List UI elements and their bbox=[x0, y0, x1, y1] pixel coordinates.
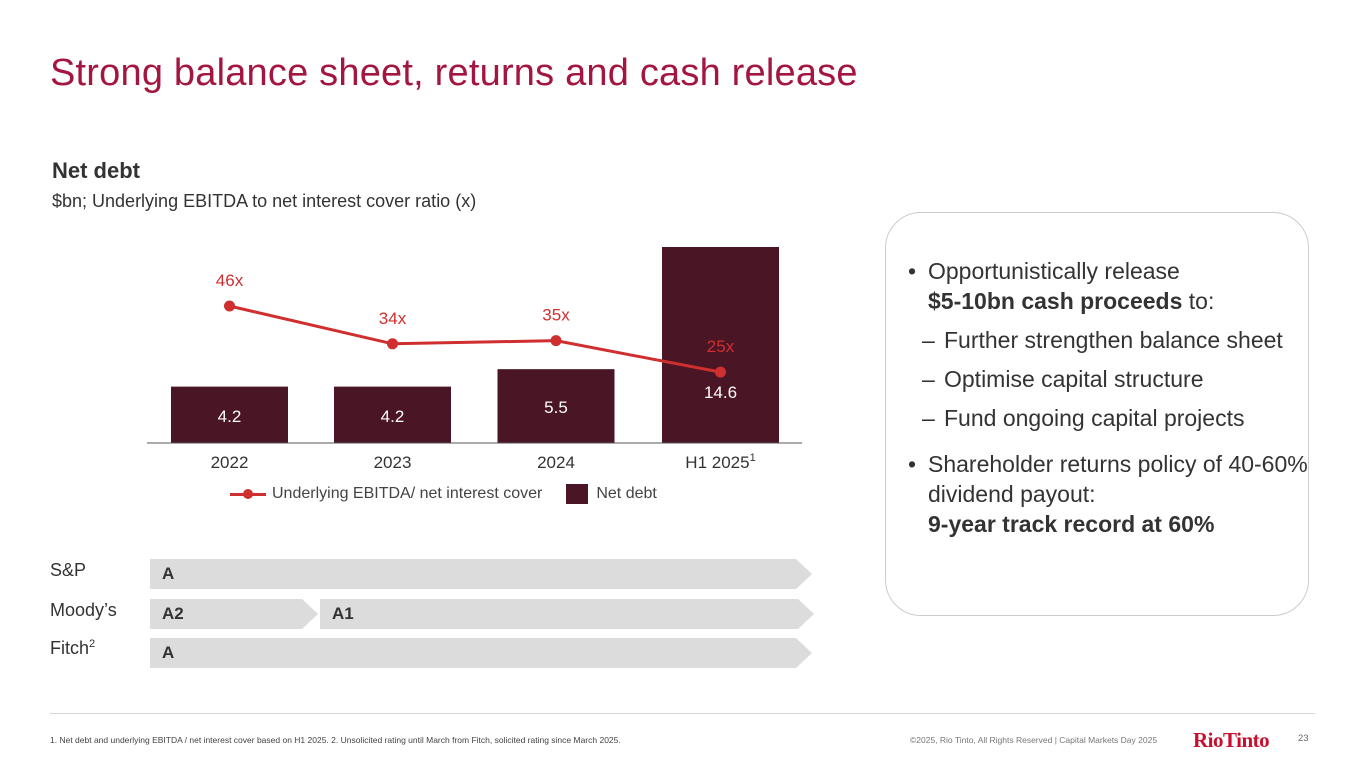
bullet-shareholder-returns: Shareholder returns policy of 40-60% div… bbox=[908, 449, 1308, 539]
legend-line-swatch bbox=[230, 488, 266, 499]
bar-net-debt bbox=[334, 386, 451, 443]
page-number: 23 bbox=[1298, 733, 1309, 744]
bar-value-label: 5.5 bbox=[544, 398, 568, 417]
chart-subtitle: $bn; Underlying EBITDA to net interest c… bbox=[52, 191, 477, 211]
bar-value-label: 4.2 bbox=[218, 407, 242, 426]
x-tick-label: 2023 bbox=[374, 453, 412, 472]
bar-net-debt bbox=[171, 386, 288, 443]
cover-ratio-point bbox=[715, 366, 726, 378]
rio-tinto-logo: RioTinto bbox=[1193, 728, 1270, 752]
bar-net-debt bbox=[662, 247, 779, 443]
rating-value: A2 bbox=[162, 604, 184, 623]
rating-label-moodys: Moody’s bbox=[50, 600, 117, 620]
rating-bar-sp: A bbox=[150, 559, 812, 589]
rating-label-sp: S&P bbox=[50, 560, 87, 580]
cover-ratio-label: 35x bbox=[542, 306, 570, 325]
bar-value-label: 14.6 bbox=[704, 383, 737, 402]
x-tick-label: 2022 bbox=[211, 453, 249, 472]
cover-ratio-line bbox=[229, 304, 721, 374]
bar-net-debt bbox=[497, 369, 615, 443]
footnote: 1. Net debt and underlying EBITDA / net … bbox=[50, 735, 621, 745]
chart-legend: Underlying EBITDA/ net interest cover Ne… bbox=[230, 484, 657, 504]
cover-ratio-point bbox=[387, 338, 398, 350]
bar-value-label: 4.2 bbox=[381, 407, 405, 426]
legend-label-net-debt: Net debt bbox=[596, 485, 657, 502]
cover-ratio-point bbox=[224, 300, 235, 312]
cover-ratio-label: 25x bbox=[707, 337, 735, 356]
page-title: Strong balance sheet, returns and cash r… bbox=[50, 52, 858, 94]
rating-value: A1 bbox=[332, 604, 354, 623]
rating-label-fitch: Fitch2 bbox=[50, 638, 96, 658]
legend-bar-swatch bbox=[566, 484, 589, 504]
key-points-panel bbox=[885, 212, 1309, 616]
sub-bullet-balance-sheet: Further strengthen balance sheet bbox=[908, 325, 1308, 355]
copyright: ©2025, Rio Tinto, All Rights Reserved | … bbox=[910, 735, 1158, 745]
sub-bullet-capital-structure: Optimise capital structure bbox=[908, 364, 1308, 394]
cover-ratio-label: 46x bbox=[216, 271, 244, 290]
x-tick-label: 2024 bbox=[537, 453, 575, 472]
net-debt-chart: 4.2 4.2 5.5 14.6 46x 34x 35x 25x 2022 2023 2024 H1 … bbox=[147, 247, 802, 472]
cover-ratio-point bbox=[550, 335, 562, 347]
cover-ratio-label: 34x bbox=[379, 309, 407, 328]
legend-label-cover: Underlying EBITDA/ net interest cover bbox=[272, 485, 543, 502]
chart-title: Net debt bbox=[52, 158, 140, 183]
sub-bullet-capital-projects: Fund ongoing capital projects bbox=[908, 403, 1308, 433]
bullet-cash-release: Opportunistically release$5-10bn cash pr… bbox=[908, 256, 1308, 316]
rating-bar-moodys-a1: A1 bbox=[320, 599, 814, 629]
rating-bar-fitch: A bbox=[150, 638, 812, 668]
x-tick-label: H1 20251 bbox=[685, 452, 755, 472]
key-points: Opportunistically release$5-10bn cash pr… bbox=[908, 256, 1308, 539]
rating-value: A bbox=[162, 643, 175, 662]
rating-value: A bbox=[162, 564, 175, 583]
rating-bar-moodys-a2: A2 bbox=[150, 599, 318, 629]
footer-divider bbox=[50, 713, 1315, 714]
